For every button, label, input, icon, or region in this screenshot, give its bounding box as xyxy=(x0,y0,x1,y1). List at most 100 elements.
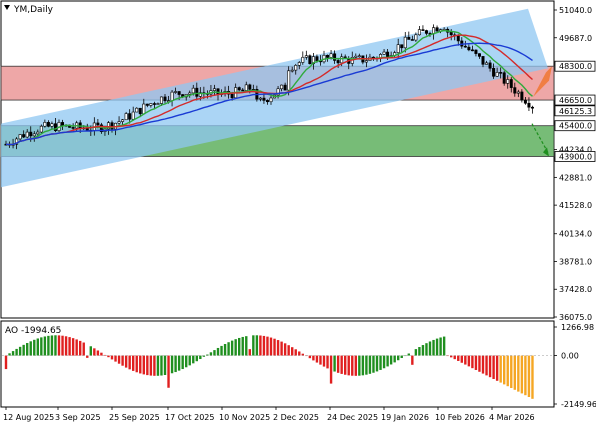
ao-bar xyxy=(425,343,428,356)
ao-bar xyxy=(188,355,191,366)
ao-bar xyxy=(488,355,492,378)
ao-bar xyxy=(82,342,85,356)
ao-bar xyxy=(252,335,255,356)
candle-body xyxy=(477,53,481,57)
candle-body xyxy=(485,62,489,65)
ao-bar xyxy=(347,355,350,376)
ao-bar xyxy=(262,335,266,356)
ao-bar xyxy=(273,338,276,356)
ao-bar xyxy=(245,336,248,356)
price-tick-label: 51040.0 xyxy=(559,6,592,15)
ao-axis: 1266.98 0.00 -2149.96 xyxy=(554,323,596,409)
ao-bar xyxy=(474,355,478,370)
ao-bar xyxy=(47,335,50,356)
candle-body xyxy=(396,44,400,53)
ao-bar xyxy=(57,335,61,356)
time-tick-label: 3 Sep 2025 xyxy=(55,413,101,422)
candle-body xyxy=(237,87,241,91)
candle-body xyxy=(354,55,358,58)
ao-bar xyxy=(167,355,170,388)
candle-body xyxy=(520,91,524,101)
candle-body xyxy=(43,122,47,127)
price-level-box xyxy=(554,120,596,132)
price-level-label: 46125.3 xyxy=(559,107,592,116)
candle-body xyxy=(523,99,527,104)
ao-bar xyxy=(128,355,131,370)
ao-bar xyxy=(453,355,456,360)
ao-bar xyxy=(50,335,54,356)
ao-bar xyxy=(527,355,531,398)
ao-bar xyxy=(298,351,301,356)
ao-bar xyxy=(266,336,269,356)
ao-bar xyxy=(460,355,463,363)
candle-body xyxy=(29,131,33,137)
ao-bar xyxy=(524,355,527,396)
candle-body xyxy=(435,27,439,32)
ao-bar xyxy=(333,355,336,372)
ao-bar xyxy=(227,342,230,356)
candle-body xyxy=(212,88,216,91)
candle-body xyxy=(530,106,534,109)
ao-bar xyxy=(379,355,382,370)
price-tick-label: 38781.0 xyxy=(559,257,592,266)
ao-bar xyxy=(386,355,389,367)
candle-body xyxy=(50,123,54,127)
symbol-dropdown-icon[interactable] xyxy=(4,5,10,10)
ao-bar xyxy=(322,355,326,367)
ao-bar xyxy=(421,345,425,356)
price-level-label: 45400.0 xyxy=(559,122,592,131)
ao-bar xyxy=(43,336,47,356)
candle-body xyxy=(382,51,386,55)
ao-bar xyxy=(22,344,25,356)
candle-body xyxy=(336,60,340,64)
ao-bar xyxy=(414,349,418,356)
ao-bar xyxy=(223,344,227,356)
ao-bar xyxy=(33,339,36,356)
candle-body xyxy=(492,67,496,77)
ao-bar xyxy=(344,355,347,375)
ao-bar xyxy=(375,355,379,372)
ao-bar xyxy=(361,355,365,376)
ao-bar xyxy=(442,336,446,356)
ao-bar xyxy=(520,355,524,394)
price-tick-label: 44234.0 xyxy=(559,146,592,155)
candle-body xyxy=(39,125,43,133)
candle-body xyxy=(174,91,178,93)
candle-body xyxy=(297,62,301,66)
ao-bar xyxy=(351,355,354,376)
ao-bar xyxy=(121,355,124,366)
candle-body xyxy=(18,134,22,140)
candle-body xyxy=(131,111,135,120)
candle-body xyxy=(410,39,414,41)
ao-bar xyxy=(160,355,163,376)
ao-bar xyxy=(368,355,372,374)
symbol-label: YM,Daily xyxy=(13,5,54,15)
candle-body xyxy=(403,36,407,49)
candle-body xyxy=(170,91,174,101)
ao-bar xyxy=(411,355,414,365)
ao-bar xyxy=(517,355,520,392)
candle-body xyxy=(456,35,460,42)
ao-bar xyxy=(407,353,410,356)
ao-bar xyxy=(146,355,149,376)
ao-bar xyxy=(29,341,32,356)
ao-bar xyxy=(531,355,534,399)
candle-body xyxy=(191,87,195,94)
ao-bar xyxy=(294,349,297,356)
price-level-box xyxy=(554,60,596,72)
ao-bar xyxy=(177,355,181,371)
candle-body xyxy=(128,113,132,120)
candle-body xyxy=(265,100,269,103)
ao-bar xyxy=(124,355,128,368)
candle-body xyxy=(163,96,167,102)
ao-bar xyxy=(163,355,167,375)
candle-body xyxy=(283,84,287,91)
ao-bar xyxy=(404,355,407,357)
ao-bar xyxy=(54,335,57,356)
price-level-box xyxy=(554,151,596,162)
ao-bar xyxy=(336,355,340,373)
candle-body xyxy=(474,49,478,54)
candle-body xyxy=(308,55,312,65)
moving-averages xyxy=(5,29,533,146)
